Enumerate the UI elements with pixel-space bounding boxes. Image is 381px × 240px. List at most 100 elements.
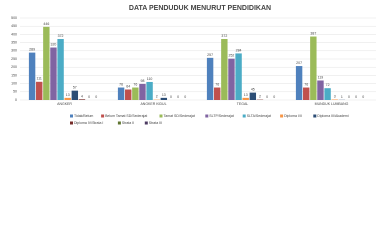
legend-swatch [70, 114, 73, 118]
bar [295, 66, 303, 100]
y-tick-label: 0 [15, 98, 17, 102]
bar [117, 87, 125, 100]
value-label: 0 [177, 95, 179, 99]
x-tick-label: MUNDUK LUMBANG [315, 102, 349, 106]
bar [43, 26, 50, 100]
legend-swatch [70, 121, 73, 125]
value-label: 76 [133, 82, 137, 86]
value-label: 57 [73, 86, 77, 90]
value-label: 446 [43, 22, 49, 26]
value-label: 0 [362, 95, 364, 99]
chart: DATA PENDUDUK MENURUT PENDIDIKAN 0501001… [11, 5, 376, 125]
value-label: 0 [170, 95, 172, 99]
bar [228, 58, 235, 100]
legend-swatch [159, 114, 163, 118]
bar [132, 87, 139, 100]
bar [206, 57, 214, 100]
legend-label: Diploma IV/Strata I [74, 121, 103, 125]
value-label: 0 [355, 95, 357, 99]
chart-title: DATA PENDUDUK MENURUT PENDIDIKAN [129, 5, 271, 12]
y-tick-label: 450 [11, 24, 17, 28]
value-label: 0 [348, 95, 350, 99]
value-label: 13 [162, 93, 166, 97]
bar [221, 38, 228, 100]
legend-swatch [117, 121, 121, 125]
value-label: 76 [119, 82, 123, 86]
x-tick-label: TEGAL [237, 102, 249, 106]
value-label: 119 [318, 75, 324, 79]
value-label: 72 [326, 83, 330, 87]
y-tick-label: 300 [11, 49, 17, 53]
legend-swatch [205, 114, 209, 118]
legend-label: Diploma I/II [284, 114, 302, 118]
value-label: 76 [304, 82, 308, 86]
value-label: 2 [259, 95, 261, 99]
legend-label: SLTA/Sederajat [247, 114, 271, 118]
value-label: 320 [51, 42, 57, 46]
value-label: 372 [58, 34, 64, 38]
bar [36, 81, 43, 100]
value-label: 0 [95, 95, 97, 99]
y-tick-label: 250 [11, 57, 17, 61]
value-label: 284 [236, 48, 242, 52]
value-label: 64 [126, 84, 130, 88]
bar [310, 36, 317, 100]
legend-label: Strata III [149, 121, 162, 125]
bar [303, 87, 310, 100]
value-label: 289 [29, 48, 35, 52]
legend-label: Tamat SD/Sederajat [164, 114, 195, 118]
value-label: 45 [251, 88, 255, 92]
value-label: 372 [221, 34, 227, 38]
legend-label: Belum Tamat SD/Sederajat [105, 114, 147, 118]
bar [28, 52, 36, 100]
legend-label: SLTP/Sederajat [209, 114, 233, 118]
value-label: 98 [141, 79, 145, 83]
value-label: 76 [215, 82, 219, 86]
y-tick-label: 200 [11, 65, 17, 69]
legend-swatch [101, 114, 105, 118]
bar [242, 97, 249, 100]
legend-swatch [242, 114, 246, 118]
y-tick-label: 50 [13, 90, 17, 94]
value-label: 207 [296, 61, 302, 65]
y-tick-label: 500 [11, 16, 17, 20]
y-tick-label: 400 [11, 32, 17, 36]
legend-label: Tidak/Belum [74, 114, 93, 118]
bar [235, 53, 242, 100]
value-label: 13 [66, 93, 70, 97]
value-label: 1 [341, 95, 343, 99]
value-label: 3 [334, 94, 336, 98]
bar [317, 80, 324, 100]
value-label: 0 [184, 95, 186, 99]
bar [57, 38, 64, 100]
bar [249, 92, 257, 100]
bar [50, 47, 57, 100]
value-label: 0 [88, 95, 90, 99]
value-label: 257 [207, 53, 213, 57]
legend-label: Strata II [122, 121, 134, 125]
value-label: 252 [229, 54, 235, 58]
value-label: 0 [273, 95, 275, 99]
legend-label: Diploma III/Akademi [317, 114, 349, 118]
legend-swatch [144, 121, 148, 125]
bar [146, 81, 153, 100]
legend-swatch [280, 114, 284, 118]
bar [64, 97, 71, 100]
bar [160, 97, 168, 100]
value-label: 387 [310, 31, 316, 35]
bar [78, 99, 86, 100]
value-label: 4 [81, 94, 83, 98]
y-tick-label: 100 [11, 82, 17, 86]
value-label: 111 [37, 77, 42, 81]
legend-swatch [313, 114, 317, 118]
y-tick-label: 150 [11, 73, 17, 77]
bar [324, 88, 331, 100]
x-tick-label: ANGKER [57, 102, 72, 106]
value-label: 110 [147, 77, 153, 81]
bar [214, 87, 221, 100]
bar [125, 89, 132, 100]
bar [71, 90, 79, 100]
value-label: 2 [156, 95, 158, 99]
x-tick-label: ANGKER KIDUL [140, 102, 166, 106]
bar [139, 83, 146, 100]
